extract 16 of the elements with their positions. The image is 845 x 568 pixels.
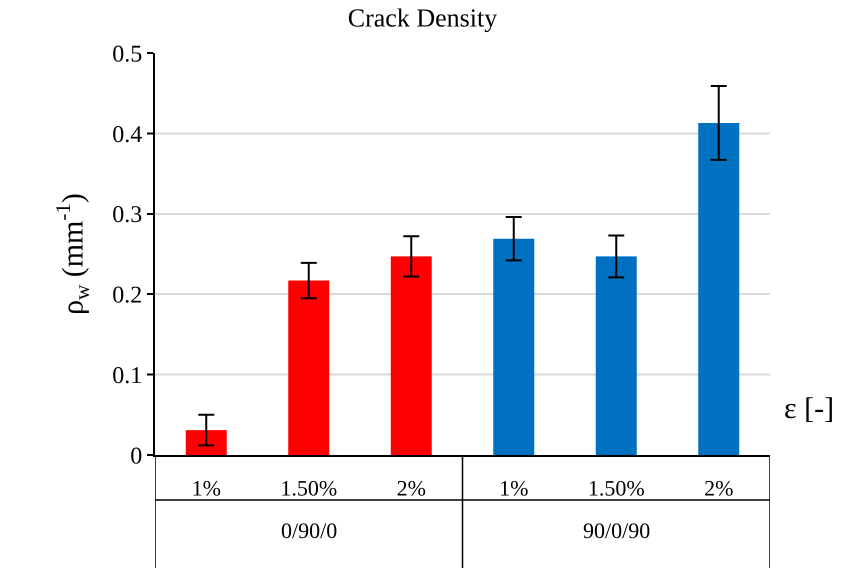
- x-axis-title: ε [-]: [784, 392, 834, 425]
- x-tick-label: 2%: [704, 475, 734, 500]
- y-tick-label: 0: [130, 443, 142, 470]
- text: 0/90/0: [281, 518, 338, 543]
- x-tick-label: 2%: [396, 475, 426, 500]
- x-tick-label: 1%: [192, 475, 221, 500]
- y-tick-label: 0.2: [112, 282, 142, 309]
- x-tick-label: 1%: [499, 475, 528, 500]
- chart-title: Crack Density: [348, 4, 498, 33]
- text: 90/0/90: [583, 518, 650, 543]
- x-tick-label: 1.50%: [588, 475, 645, 500]
- y-tick-label: 0.5: [112, 41, 142, 68]
- y-tick-label: 0.3: [112, 202, 142, 228]
- y-tick-label: 0.1: [112, 363, 142, 389]
- x-tick-label: 1.50%: [280, 475, 338, 500]
- y-tick-label: 0.4: [112, 122, 142, 148]
